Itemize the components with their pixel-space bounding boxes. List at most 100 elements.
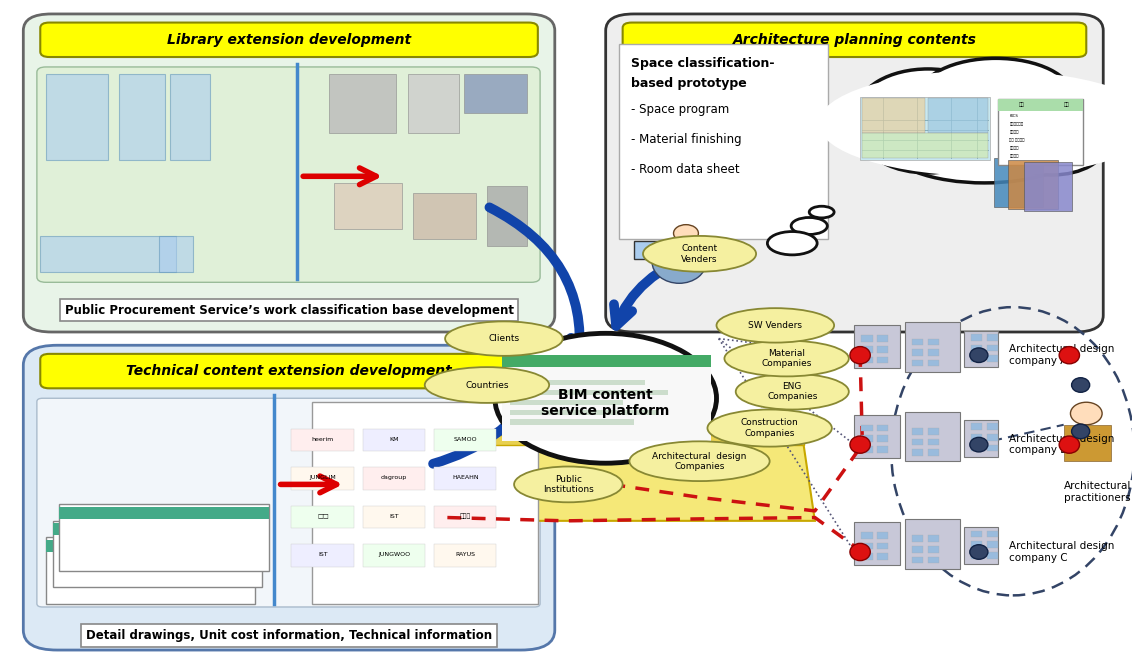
Text: JUNGWOO: JUNGWOO	[378, 552, 410, 557]
Text: KICS: KICS	[1010, 114, 1019, 118]
Text: Architectural
practitioners: Architectural practitioners	[1064, 481, 1132, 503]
FancyBboxPatch shape	[862, 133, 988, 159]
Ellipse shape	[652, 240, 707, 284]
FancyBboxPatch shape	[994, 158, 1044, 207]
FancyBboxPatch shape	[434, 429, 496, 452]
FancyBboxPatch shape	[362, 429, 425, 452]
FancyBboxPatch shape	[170, 74, 210, 160]
FancyBboxPatch shape	[509, 410, 657, 415]
FancyBboxPatch shape	[928, 98, 988, 133]
FancyBboxPatch shape	[987, 345, 998, 351]
Text: Content
Venders: Content Venders	[682, 244, 718, 264]
FancyBboxPatch shape	[509, 420, 634, 425]
FancyBboxPatch shape	[312, 402, 538, 604]
FancyBboxPatch shape	[971, 541, 982, 548]
FancyBboxPatch shape	[912, 360, 924, 367]
FancyBboxPatch shape	[877, 542, 888, 549]
Ellipse shape	[674, 224, 699, 242]
FancyBboxPatch shape	[971, 445, 982, 452]
Ellipse shape	[767, 232, 818, 255]
FancyBboxPatch shape	[413, 193, 475, 239]
FancyBboxPatch shape	[860, 97, 990, 160]
Text: 재료 입구기준: 재료 입구기준	[1010, 138, 1024, 142]
FancyBboxPatch shape	[912, 450, 924, 456]
FancyBboxPatch shape	[120, 74, 164, 160]
Ellipse shape	[819, 70, 1142, 176]
FancyBboxPatch shape	[59, 507, 268, 519]
FancyBboxPatch shape	[877, 532, 888, 539]
FancyBboxPatch shape	[501, 355, 710, 442]
FancyBboxPatch shape	[987, 541, 998, 548]
Text: Space classification-: Space classification-	[630, 57, 774, 70]
Text: heerim: heerim	[312, 437, 335, 442]
FancyBboxPatch shape	[877, 553, 888, 560]
Text: 구분: 구분	[1019, 102, 1024, 107]
Ellipse shape	[979, 77, 1103, 150]
FancyBboxPatch shape	[928, 339, 939, 345]
FancyBboxPatch shape	[861, 335, 872, 342]
FancyBboxPatch shape	[53, 523, 262, 535]
Ellipse shape	[735, 374, 849, 410]
FancyBboxPatch shape	[46, 74, 108, 160]
FancyBboxPatch shape	[23, 14, 555, 332]
FancyBboxPatch shape	[53, 521, 262, 587]
FancyBboxPatch shape	[971, 531, 982, 537]
FancyBboxPatch shape	[971, 345, 982, 351]
FancyBboxPatch shape	[912, 535, 924, 542]
Ellipse shape	[900, 72, 1069, 168]
FancyBboxPatch shape	[408, 74, 459, 133]
Ellipse shape	[1028, 95, 1123, 159]
FancyBboxPatch shape	[971, 334, 982, 341]
FancyBboxPatch shape	[291, 505, 354, 528]
FancyBboxPatch shape	[987, 434, 998, 441]
FancyBboxPatch shape	[928, 349, 939, 356]
FancyBboxPatch shape	[291, 467, 354, 490]
Text: KM: KM	[389, 437, 399, 442]
FancyBboxPatch shape	[928, 439, 939, 446]
FancyBboxPatch shape	[912, 349, 924, 356]
FancyBboxPatch shape	[434, 467, 496, 490]
Polygon shape	[419, 435, 436, 521]
FancyBboxPatch shape	[622, 23, 1086, 57]
FancyBboxPatch shape	[964, 420, 998, 457]
Ellipse shape	[716, 308, 834, 343]
Ellipse shape	[919, 58, 1072, 135]
FancyBboxPatch shape	[23, 345, 555, 650]
Text: 내용: 내용	[1064, 102, 1070, 107]
FancyBboxPatch shape	[964, 331, 998, 367]
Text: JUNGLIM: JUNGLIM	[309, 475, 337, 480]
FancyBboxPatch shape	[861, 532, 872, 539]
FancyBboxPatch shape	[619, 44, 828, 239]
Ellipse shape	[970, 348, 988, 363]
FancyBboxPatch shape	[928, 556, 939, 563]
FancyBboxPatch shape	[861, 357, 872, 363]
Ellipse shape	[850, 347, 870, 364]
FancyBboxPatch shape	[861, 553, 872, 560]
Ellipse shape	[970, 438, 988, 452]
Text: HAEAHN: HAEAHN	[452, 475, 478, 480]
FancyBboxPatch shape	[877, 425, 888, 432]
Ellipse shape	[514, 467, 622, 502]
Circle shape	[494, 333, 716, 463]
FancyBboxPatch shape	[59, 504, 268, 570]
Text: 수선명칭: 수선명칭	[1010, 130, 1019, 134]
FancyBboxPatch shape	[634, 240, 677, 259]
Ellipse shape	[970, 544, 988, 559]
FancyBboxPatch shape	[877, 446, 888, 453]
Text: Architectural design
company C: Architectural design company C	[1010, 541, 1115, 563]
Ellipse shape	[707, 410, 831, 447]
FancyBboxPatch shape	[434, 544, 496, 566]
FancyBboxPatch shape	[1063, 425, 1111, 461]
Ellipse shape	[971, 100, 1088, 167]
FancyBboxPatch shape	[854, 325, 900, 369]
FancyBboxPatch shape	[854, 415, 900, 458]
FancyBboxPatch shape	[861, 542, 872, 549]
Text: SAMOO: SAMOO	[453, 437, 477, 442]
FancyBboxPatch shape	[362, 505, 425, 528]
FancyBboxPatch shape	[928, 450, 939, 456]
FancyBboxPatch shape	[877, 357, 888, 363]
FancyBboxPatch shape	[37, 398, 540, 607]
Ellipse shape	[1059, 347, 1079, 364]
FancyBboxPatch shape	[854, 522, 900, 565]
Text: ENG
Companies: ENG Companies	[767, 382, 818, 401]
